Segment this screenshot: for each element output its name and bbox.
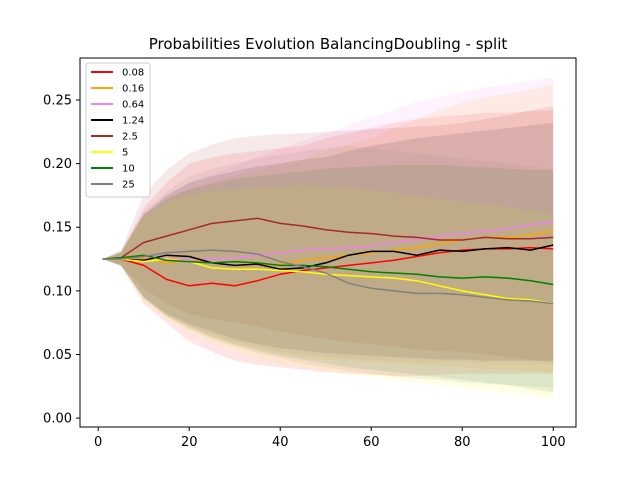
legend-label-10: 10 [122, 164, 135, 175]
y-tick-label: 0.10 [43, 284, 72, 299]
x-tick-label: 100 [541, 435, 566, 450]
line-series-25 [102, 249, 554, 305]
legend-label-0.08: 0.08 [122, 68, 144, 79]
legend-label-25: 25 [122, 180, 135, 191]
legend-box [85, 62, 151, 198]
legend-label-2.5: 2.5 [122, 132, 138, 143]
legend-label-5: 5 [122, 148, 128, 159]
legend: 0.08 0.16 0.64 1.24 2.5 5 10 25 [85, 62, 151, 198]
line-series-1.24 [102, 244, 554, 270]
y-tick-label: 0.15 [43, 221, 72, 236]
y-tick-label: 0.20 [43, 157, 72, 172]
band-series-0.16 [102, 84, 554, 373]
x-tick-label: 0 [94, 435, 102, 450]
band-series-5 [102, 185, 554, 399]
line-series-10 [102, 254, 554, 286]
y-tick-label: 0.00 [43, 412, 72, 427]
x-tick-label: 80 [454, 435, 471, 450]
y-tick-label: 0.25 [43, 93, 72, 108]
band-series-0.08 [102, 110, 554, 377]
line-series-0.64 [102, 221, 554, 262]
x-tick-label: 40 [272, 435, 289, 450]
line-series-5 [102, 258, 554, 305]
plot-frame [79, 57, 577, 428]
y-axis: 0.00 0.05 0.10 0.15 0.20 0.25 [43, 93, 80, 427]
y-tick-label: 0.05 [43, 348, 72, 363]
band-series-1.24 [102, 122, 554, 361]
x-tick-label: 60 [363, 435, 380, 450]
chart-title: Probabilities Evolution BalancingDoublin… [149, 35, 508, 53]
band-series-10 [102, 164, 554, 393]
x-axis: 0 20 40 60 80 100 [94, 427, 566, 450]
band-series-2.5 [102, 106, 554, 363]
legend-label-0.64: 0.64 [122, 100, 144, 111]
legend-label-0.16: 0.16 [122, 84, 144, 95]
series-lines [102, 217, 554, 305]
line-series-2.5 [102, 217, 554, 260]
confidence-bands [102, 77, 554, 399]
x-tick-label: 20 [181, 435, 198, 450]
legend-label-1.24: 1.24 [122, 116, 144, 127]
